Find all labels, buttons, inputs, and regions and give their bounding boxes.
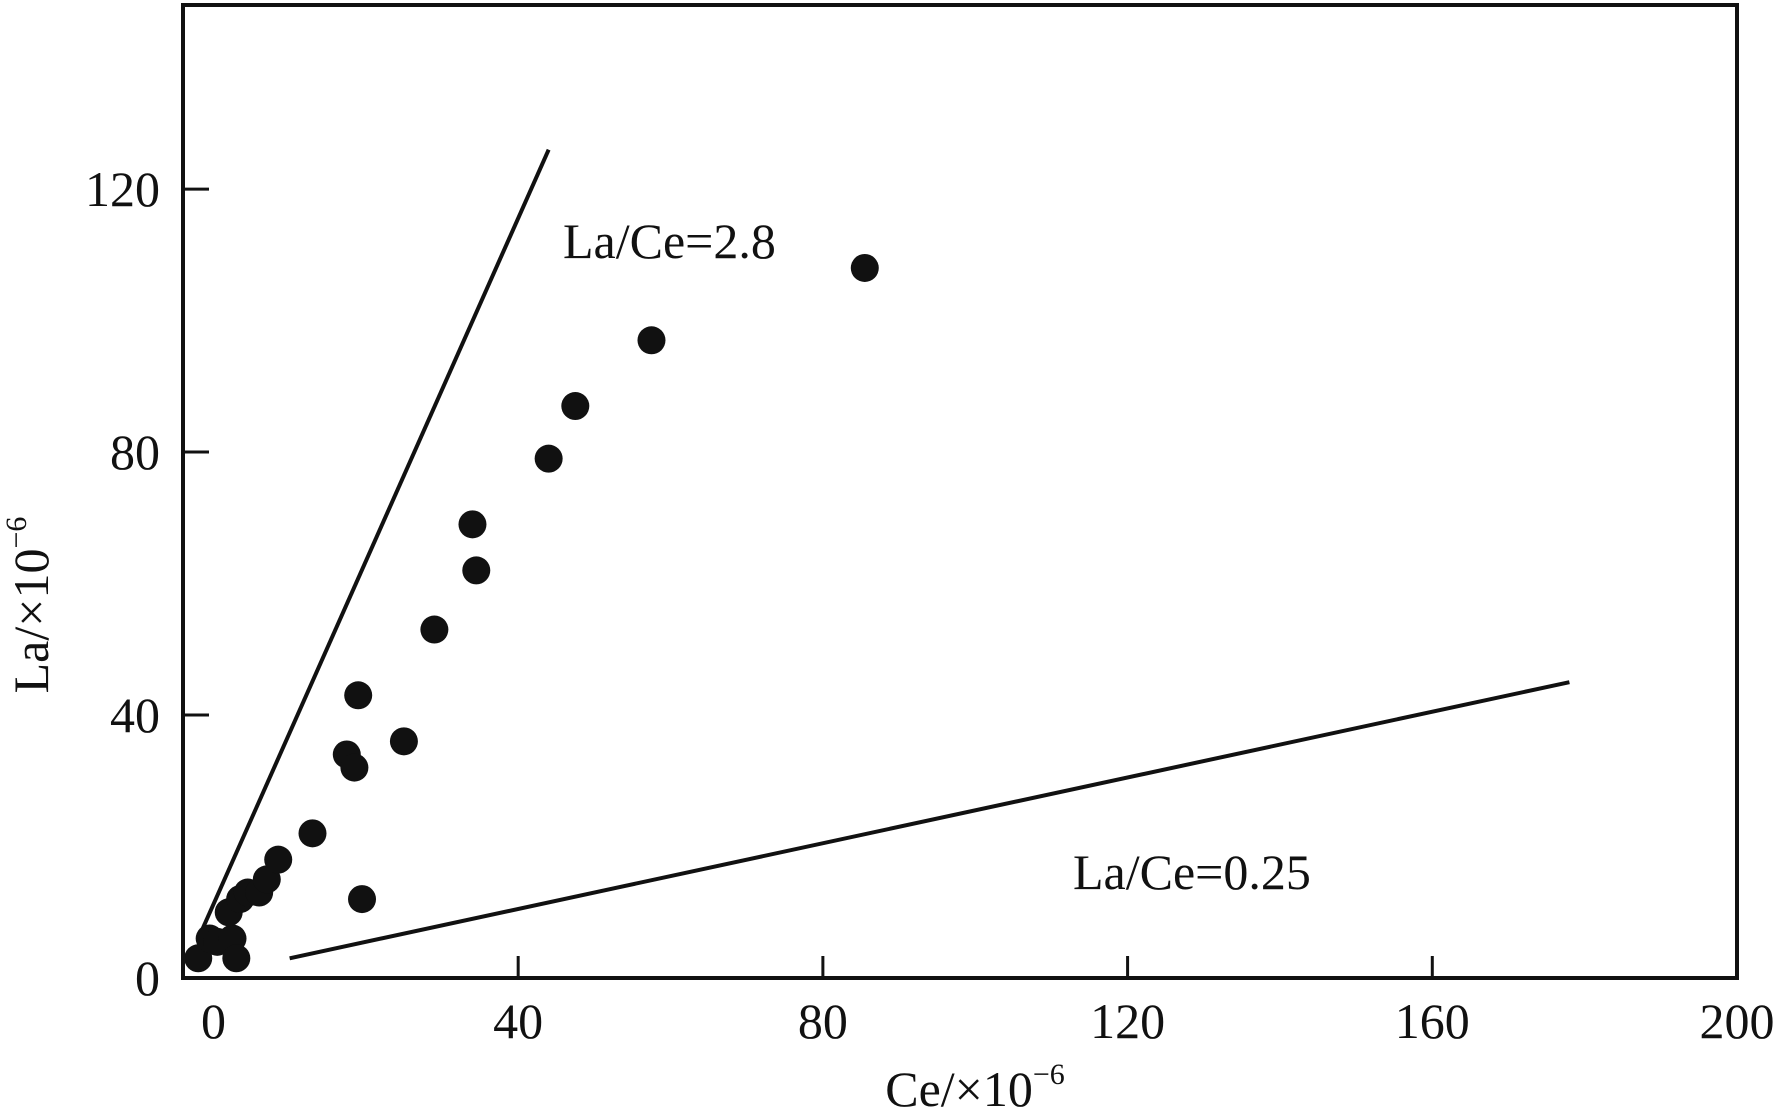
data-point [222, 944, 251, 973]
y-tick-label: 120 [85, 161, 160, 217]
x-axis-label-exponent: −6 [1033, 1058, 1065, 1091]
annotation-la-ce-0-25: La/Ce=0.25 [1073, 844, 1311, 900]
x-tick-label: 160 [1395, 993, 1470, 1049]
y-axis-ticks: 0 40 80 120 [85, 161, 209, 1006]
x-axis-label-text: Ce/×10 [885, 1061, 1033, 1111]
x-tick-label: 0 [201, 993, 226, 1049]
data-point [420, 615, 449, 644]
reference-line [289, 680, 1570, 961]
reference-lines [196, 148, 1570, 961]
data-points [184, 253, 879, 973]
x-tick-label: 40 [493, 993, 543, 1049]
data-point [458, 510, 487, 539]
x-axis-label: Ce/×10−6 [885, 1058, 1065, 1111]
data-point [298, 819, 327, 848]
x-axis-ticks: 0 40 80 120 160 200 [201, 956, 1775, 1049]
x-tick-label: 120 [1090, 993, 1165, 1049]
y-tick-label: 0 [135, 950, 160, 1006]
x-tick-label: 200 [1700, 993, 1775, 1049]
data-point [344, 681, 373, 710]
data-point [637, 326, 666, 355]
data-point [462, 556, 491, 585]
y-axis-label-exponent: −6 [0, 517, 33, 549]
y-axis-label: La/×10−6 [0, 517, 59, 694]
y-tick-label: 80 [110, 424, 160, 480]
data-point [264, 845, 293, 874]
data-point [534, 444, 563, 473]
data-point [561, 392, 590, 421]
data-point [340, 753, 369, 782]
y-tick-label: 40 [110, 687, 160, 743]
reference-line [196, 148, 551, 940]
annotation-la-ce-2-8: La/Ce=2.8 [563, 213, 776, 269]
data-point [850, 253, 879, 282]
data-point [348, 885, 377, 914]
data-point [389, 727, 418, 756]
y-axis-label-text: La/×10 [3, 549, 59, 694]
x-tick-label: 80 [798, 993, 848, 1049]
plot-frame [181, 3, 1739, 980]
